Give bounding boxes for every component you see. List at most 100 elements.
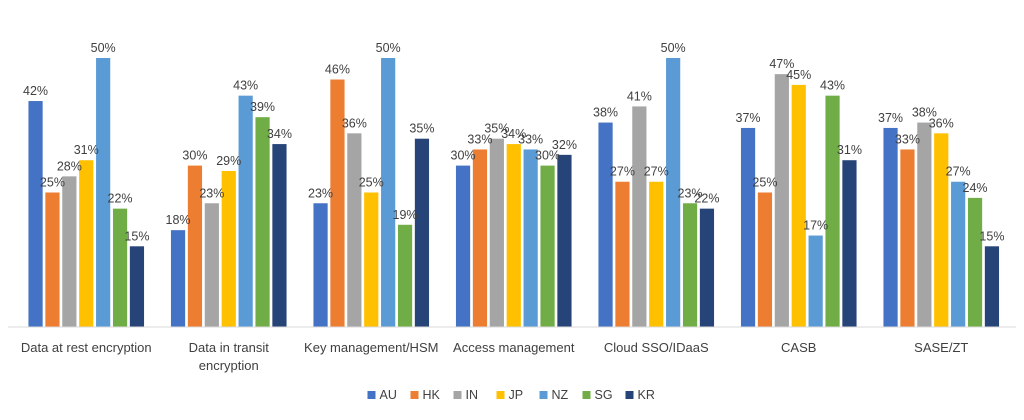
bar-jp-2 — [221, 170, 236, 327]
legend-swatch — [453, 391, 462, 399]
bar-hk-5 — [615, 181, 630, 327]
bar-kr-6 — [842, 160, 857, 327]
x-tick-label-3: Key management/HSM — [304, 340, 438, 355]
bar-jp-1 — [79, 160, 94, 327]
bar-in-3 — [347, 133, 362, 327]
legend-item-nz: NZ — [539, 388, 569, 402]
x-tick-label-2: Data in transit — [189, 340, 270, 355]
legend-item-sg: SG — [582, 388, 613, 402]
data-label-au-1: 42% — [23, 84, 48, 98]
data-labels-layer: 42% 25% 28% 31% 50% 22% 15% 18% 30% 23% 29% 43% 39% 3… — [23, 41, 1004, 243]
bar-in-6 — [774, 74, 789, 327]
x-tick-label-1: Data at rest encryption — [21, 340, 152, 355]
bar-in-2 — [204, 203, 219, 327]
legend: AU HK IN JP NZ SG KR — [367, 388, 655, 402]
data-label-jp-7: 36% — [929, 116, 954, 130]
bar-au-6 — [740, 127, 756, 327]
legend-label: HK — [423, 388, 441, 402]
bar-hk-2 — [187, 165, 203, 327]
bar-in-4 — [489, 138, 504, 327]
data-label-nz-4: 33% — [518, 132, 543, 146]
x-tick-label-4: Access management — [453, 340, 575, 355]
bar-kr-5 — [699, 208, 715, 327]
data-label-hk-7: 33% — [895, 132, 920, 146]
bar-jp-7 — [934, 133, 949, 327]
bar-hk-1 — [45, 192, 60, 327]
data-label-jp-5: 27% — [644, 165, 669, 179]
bar-au-2 — [170, 230, 186, 327]
bar-nz-6 — [808, 235, 823, 327]
legend-item-au: AU — [367, 388, 397, 402]
bar-jp-5 — [649, 181, 664, 327]
bar-au-7 — [883, 127, 898, 327]
data-label-nz-5: 50% — [661, 41, 686, 55]
data-label-sg-6: 43% — [820, 79, 845, 93]
data-label-kr-7: 15% — [979, 229, 1004, 243]
data-label-in-4: 35% — [484, 122, 509, 136]
bar-sg-3 — [397, 224, 413, 327]
data-label-hk-3: 46% — [325, 63, 350, 77]
legend-swatch — [539, 391, 548, 399]
bar-sg-2 — [255, 117, 270, 328]
data-label-au-7: 37% — [878, 111, 903, 125]
bar-sg-4 — [540, 165, 555, 327]
bar-sg-1 — [112, 208, 128, 327]
bar-kr-4 — [557, 154, 572, 327]
bar-au-5 — [598, 122, 613, 327]
data-label-au-3: 23% — [308, 186, 333, 200]
bar-nz-4 — [523, 149, 538, 327]
data-label-in-1: 28% — [57, 159, 82, 173]
bar-in-1 — [62, 176, 77, 327]
bar-hk-4 — [472, 149, 488, 327]
data-label-in-2: 23% — [199, 186, 224, 200]
legend-swatch — [410, 391, 419, 399]
bar-nz-5 — [666, 58, 681, 327]
legend-swatch — [625, 391, 634, 399]
bar-au-3 — [313, 203, 328, 327]
data-label-hk-4: 33% — [467, 132, 492, 146]
data-label-nz-2: 43% — [233, 79, 258, 93]
bar-in-5 — [632, 106, 647, 327]
bar-hk-7 — [900, 149, 915, 327]
data-label-kr-2: 34% — [267, 127, 292, 141]
legend-swatch — [367, 391, 376, 399]
bar-kr-1 — [129, 246, 145, 327]
data-label-kr-4: 32% — [552, 138, 577, 152]
bar-jp-4 — [506, 144, 521, 327]
data-label-hk-1: 25% — [40, 176, 65, 190]
data-label-nz-6: 17% — [803, 219, 828, 233]
bar-hk-3 — [330, 79, 345, 328]
bar-jp-6 — [791, 84, 806, 328]
bar-sg-7 — [967, 197, 983, 327]
bar-kr-2 — [272, 144, 287, 327]
data-label-au-6: 37% — [736, 111, 761, 125]
bar-nz-3 — [381, 58, 396, 327]
data-label-jp-4: 34% — [501, 127, 526, 141]
legend-item-in: IN — [453, 388, 479, 402]
legend-swatch — [582, 391, 591, 399]
data-label-jp-6: 45% — [786, 68, 811, 82]
x-tick-labels: Data at rest encryption Data in transit en… — [21, 340, 969, 373]
data-label-in-3: 36% — [342, 116, 367, 130]
legend-label: NZ — [552, 388, 569, 402]
data-label-sg-7: 24% — [963, 181, 988, 195]
data-label-kr-6: 31% — [837, 143, 862, 157]
legend-item-hk: HK — [410, 388, 441, 402]
data-label-kr-1: 15% — [124, 229, 149, 243]
data-label-hk-5: 27% — [610, 165, 635, 179]
data-label-hk-6: 25% — [752, 176, 777, 190]
data-label-sg-1: 22% — [108, 192, 133, 206]
data-label-sg-5: 23% — [678, 186, 703, 200]
legend-label: SG — [595, 388, 613, 402]
legend-swatch — [496, 391, 505, 399]
data-label-in-7: 38% — [912, 106, 937, 120]
x-tick-label-2: encryption — [199, 358, 259, 373]
bar-nz-1 — [96, 58, 111, 327]
bar-au-1 — [28, 101, 43, 327]
bar-au-4 — [455, 165, 471, 327]
bar-kr-7 — [984, 246, 1000, 327]
data-label-sg-4: 30% — [535, 149, 560, 163]
legend-label: IN — [466, 388, 479, 402]
x-tick-label-5: Cloud SSO/IDaaS — [604, 340, 709, 355]
